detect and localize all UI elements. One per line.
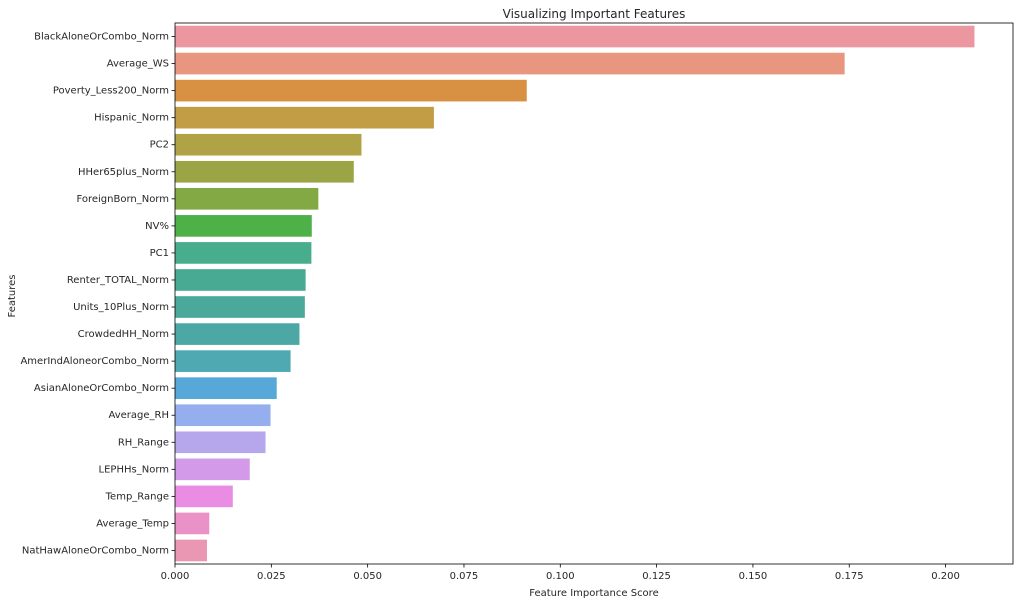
x-axis: 0.000 0.025 0.050 0.075 0.100 0.125 0.150 0.175… [161,564,960,582]
y-tick-label: Average_RH [108,410,169,421]
chart-title: Visualizing Important Features [503,7,686,21]
y-tick-label: Average_Temp [96,518,169,529]
bar [175,404,271,427]
bar [175,25,975,48]
bar [175,188,319,210]
x-tick-label: 0.125 [642,571,671,582]
y-tick-label: AmerIndAloneorCombo_Norm [20,356,169,367]
y-tick-label: Hispanic_Norm [94,113,169,124]
bar [175,106,434,129]
x-tick-label: 0.000 [161,571,190,582]
bar [175,458,250,481]
x-tick-label: 0.175 [835,571,864,582]
y-tick-label: Units_10Plus_Norm [73,302,169,313]
y-tick-label: PC1 [150,248,169,259]
y-tick-label: BlackAloneOrCombo_Norm [34,32,169,43]
bar [175,323,300,345]
bar [175,215,312,237]
y-tick-label: PC2 [150,140,169,151]
x-tick-label: 0.100 [546,571,575,582]
y-tick-label: NV% [145,221,169,232]
x-tick-label: 0.200 [931,571,960,582]
y-tick-label: NatHawAloneOrCombo_Norm [22,545,169,556]
x-tick-label: 0.025 [257,571,286,582]
bar [175,377,277,399]
plot-frame [174,22,1014,565]
bar [175,52,845,75]
x-tick-label: 0.050 [353,571,382,582]
bar [175,512,210,535]
y-tick-label: CrowdedHH_Norm [78,329,169,340]
y-axis: BlackAloneOrCombo_Norm Average_WS Poverty_… [20,32,175,556]
y-tick-label: Average_WS [107,59,169,70]
bar [175,485,233,508]
y-axis-title: Features [7,275,18,318]
y-tick-label: Temp_Range [105,491,169,502]
y-tick-label: LEPHHs_Norm [99,464,169,475]
bar [175,242,312,264]
bar [175,350,291,372]
bar [175,539,207,562]
bar [175,133,362,156]
plot-area [175,25,975,562]
y-tick-label: RH_Range [118,437,169,448]
bar [175,296,305,318]
y-tick-label: Renter_TOTAL_Norm [67,275,169,286]
x-tick-label: 0.150 [739,571,768,582]
y-tick-label: HHer65plus_Norm [78,167,169,178]
bar [175,269,306,291]
y-tick-label: ForeignBorn_Norm [76,194,169,205]
bar [175,160,354,183]
bar [175,79,527,102]
x-axis-title: Feature Importance Score [529,588,658,599]
bar [175,431,266,454]
y-tick-label: Poverty_Less200_Norm [53,86,169,97]
y-tick-label: AsianAloneOrCombo_Norm [34,383,169,394]
x-tick-label: 0.075 [450,571,479,582]
